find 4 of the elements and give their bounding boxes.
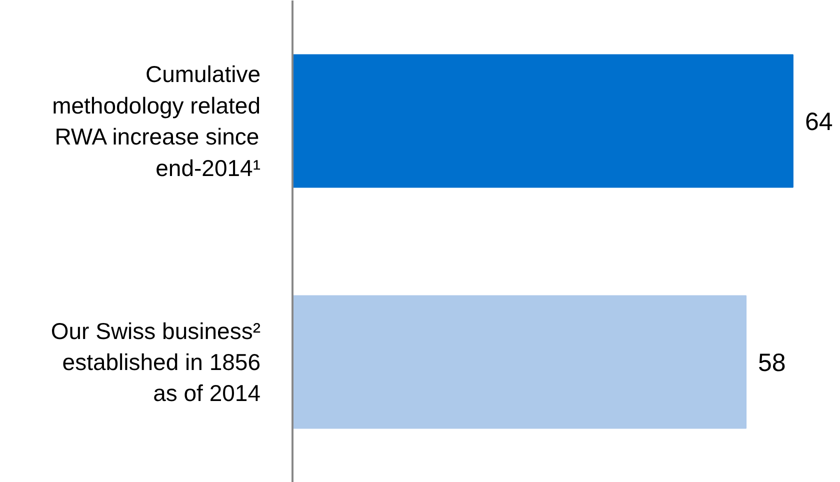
y-tick-label: Cumulative methodology related RWA increase since end-2014¹ bbox=[52, 61, 261, 181]
data-label: 64 bbox=[804, 108, 833, 136]
data-label: 58 bbox=[758, 349, 786, 377]
y-tick-label: Our Swiss business² established in 1856 as of 2014 bbox=[50, 318, 261, 406]
